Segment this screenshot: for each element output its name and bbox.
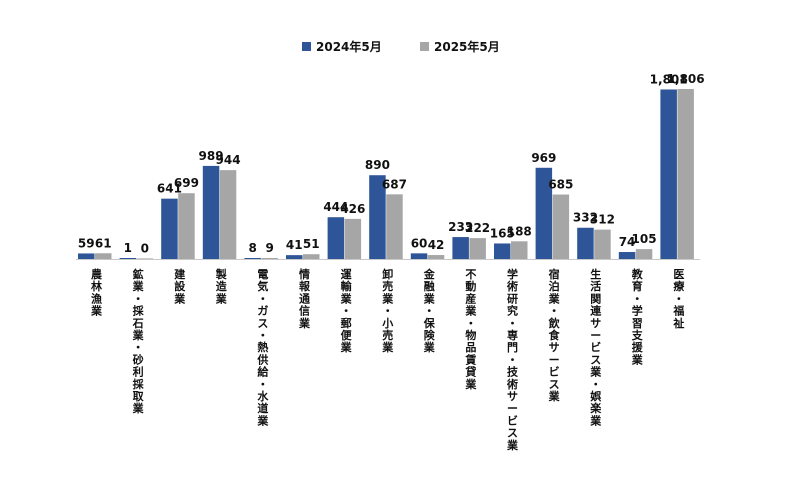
data-label-2024-8: 60 <box>411 236 428 250</box>
bar-2025-10 <box>511 241 528 259</box>
bar-2024-5 <box>286 255 303 259</box>
data-label-2025-14: 1,806 <box>667 72 705 86</box>
bar-2024-9 <box>452 237 469 259</box>
data-label-2024-0: 59 <box>78 236 95 250</box>
category-label-3: 製造業 <box>215 267 228 305</box>
bar-2024-4 <box>244 258 261 259</box>
legend-label-2025: 2025年5月 <box>434 40 500 54</box>
bar-2024-1 <box>119 258 137 259</box>
data-label-2025-11: 685 <box>548 178 573 192</box>
data-label-2024-5: 41 <box>286 238 303 252</box>
bar-2025-1 <box>136 258 154 259</box>
bar-2024-0 <box>78 253 95 259</box>
data-label-2025-3: 944 <box>216 153 241 167</box>
data-label-2025-5: 51 <box>303 237 320 251</box>
data-label-2024-13: 74 <box>619 235 636 249</box>
legend-swatch-2025 <box>420 42 429 51</box>
bar-2025-13 <box>635 249 653 259</box>
legend-swatch-2024 <box>302 42 311 51</box>
data-label-2024-2: 641 <box>157 182 182 196</box>
bar-2025-6 <box>344 218 362 259</box>
bar-2024-3 <box>202 165 220 259</box>
bar-2025-11 <box>552 194 570 259</box>
data-label-2024-4: 8 <box>248 241 256 255</box>
category-label-11: 宿泊業・飲食サービス業 <box>548 267 561 403</box>
bar-2024-10 <box>494 243 511 259</box>
data-label-2024-10: 165 <box>490 226 515 240</box>
data-label-2024-9: 233 <box>448 220 473 234</box>
legend-label-2024: 2024年5月 <box>316 40 382 54</box>
bar-2025-2 <box>178 193 195 259</box>
data-label-2024-11: 969 <box>531 151 556 165</box>
category-label-6: 運輸業・郵便業 <box>340 268 353 354</box>
data-label-2025-1: 0 <box>141 241 149 255</box>
category-label-12: 生活関連サービス業・娯楽業 <box>589 267 602 427</box>
legend-item-2025: 2025年5月 <box>420 38 500 55</box>
bar-2024-8 <box>410 253 428 259</box>
bar-2024-11 <box>535 167 553 259</box>
category-label-9: 不動産業・物品賃貸業 <box>464 268 477 391</box>
legend-item-2024: 2024年5月 <box>302 38 382 55</box>
bar-2025-9 <box>469 238 486 259</box>
bar-2025-12 <box>594 229 611 259</box>
legend: 2024年5月 2025年5月 <box>0 38 800 56</box>
category-label-8: 金融業・保険業 <box>423 267 436 354</box>
bar-2024-12 <box>577 227 594 259</box>
bar-2025-8 <box>427 255 445 259</box>
data-label-2025-7: 687 <box>382 177 407 191</box>
data-label-2025-2: 699 <box>174 176 199 190</box>
bar-2025-14 <box>677 89 694 259</box>
data-label-2024-3: 989 <box>199 149 224 163</box>
category-label-2: 建設業 <box>173 267 186 305</box>
category-label-1: 鉱業・採石業・砂利採取業 <box>132 267 145 415</box>
data-label-2024-6: 444 <box>323 200 348 214</box>
data-label-2025-8: 42 <box>428 238 445 252</box>
bar-2024-13 <box>618 252 636 259</box>
data-label-2025-6: 426 <box>340 202 365 216</box>
bar-2024-2 <box>161 198 178 259</box>
bar-2025-5 <box>303 254 320 259</box>
data-label-2024-7: 890 <box>365 158 390 172</box>
category-label-4: 電気・ガス・熱供給・水道業 <box>256 268 269 427</box>
category-label-13: 教育・学習支援業 <box>631 267 644 366</box>
category-label-5: 情報通信業 <box>298 267 311 330</box>
data-label-2025-12: 312 <box>590 213 615 227</box>
bar-2025-3 <box>219 170 237 259</box>
category-label-7: 卸売業・小売業 <box>381 267 394 354</box>
bar-2025-0 <box>95 253 112 259</box>
category-label-14: 医療・福祉 <box>672 268 685 330</box>
data-label-2024-12: 332 <box>573 211 598 225</box>
bar-2024-14 <box>660 89 677 260</box>
data-label-2025-9: 222 <box>465 221 490 235</box>
data-label-2025-10: 188 <box>507 224 532 238</box>
bar-2024-7 <box>369 175 386 259</box>
data-label-2025-0: 61 <box>95 236 112 250</box>
bar-2025-7 <box>386 194 403 259</box>
bar-2025-4 <box>261 258 278 259</box>
category-label-10: 学術研究・専門・技術サービス業 <box>506 267 519 452</box>
data-label-2025-4: 9 <box>265 241 273 255</box>
category-label-0: 農林漁業 <box>90 267 103 318</box>
data-label-2024-14: 1,801 <box>650 72 688 86</box>
data-label-2024-1: 1 <box>124 241 132 255</box>
bar-2024-6 <box>327 217 345 259</box>
data-label-2025-13: 105 <box>632 232 657 246</box>
